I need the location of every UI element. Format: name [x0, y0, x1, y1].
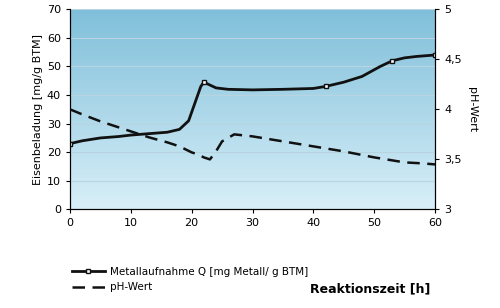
Legend: Metallaufnahme Q [mg Metall/ g BTM], pH-Wert: Metallaufnahme Q [mg Metall/ g BTM], pH-… [72, 267, 308, 292]
Text: Reaktionszeit [h]: Reaktionszeit [h] [310, 283, 430, 296]
Y-axis label: Eisenbeladung [mg/g BTM]: Eisenbeladung [mg/g BTM] [32, 34, 42, 185]
Y-axis label: pH-Wert: pH-Wert [467, 87, 477, 132]
